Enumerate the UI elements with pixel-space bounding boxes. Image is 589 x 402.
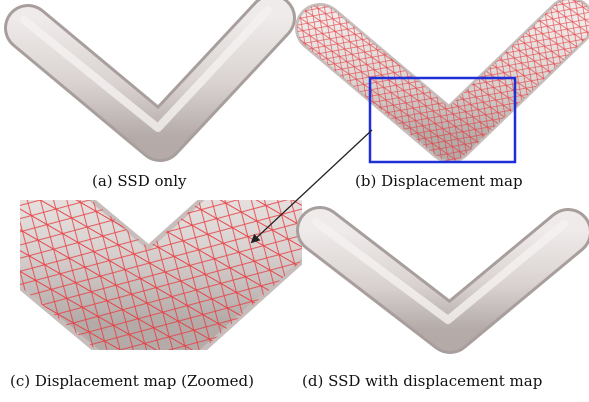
zoom-arrow — [250, 129, 373, 244]
caption-d: (d) SSD with displacement map — [302, 372, 543, 390]
caption-b: (b) Displacement map — [355, 172, 523, 190]
panel-d-tube — [296, 206, 589, 354]
zoom-box — [368, 76, 517, 164]
panel-b-tube-mesh — [295, 0, 589, 163]
caption-c: (c) Displacement map (Zoomed) — [10, 372, 254, 390]
panel-c-zoomed-mesh — [20, 200, 302, 350]
caption-a: (a) SSD only — [92, 172, 187, 190]
panel-a-tube — [4, 0, 296, 162]
